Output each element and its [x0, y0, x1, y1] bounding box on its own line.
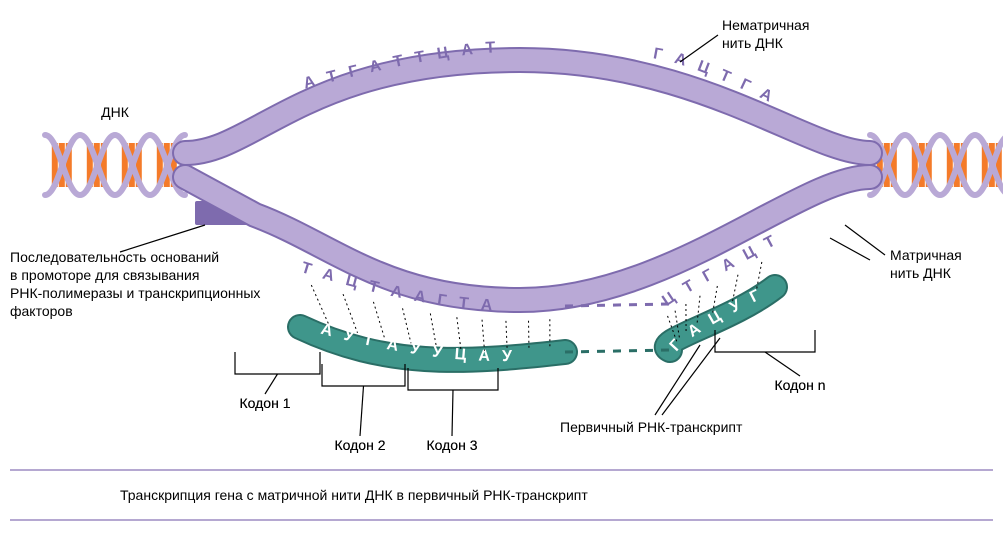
leader-line [845, 225, 885, 255]
svg-text:РНК-полимеразы и транскрипцион: РНК-полимеразы и транскрипционных [10, 285, 260, 301]
figure-caption: Транскрипция гена с матричной нити ДНК в… [120, 487, 588, 503]
svg-text:Кодон 2: Кодон 2 [335, 437, 386, 453]
dna-label: ДНК [101, 104, 130, 120]
svg-text:в промоторе для связывания: в промоторе для связывания [10, 267, 199, 283]
svg-text:Кодон 3: Кодон 3 [427, 437, 478, 453]
svg-text:Матричная: Матричная [890, 247, 962, 263]
svg-text:нить ДНК: нить ДНК [722, 35, 784, 51]
svg-text:нить ДНК: нить ДНК [890, 265, 952, 281]
svg-text:Нематричная: Нематричная [722, 17, 809, 33]
svg-text:Кодон 1: Кодон 1 [240, 395, 291, 411]
svg-text:Кодон n: Кодон n [775, 377, 826, 393]
svg-text:Первичный РНК-транскрипт: Первичный РНК-транскрипт [560, 419, 743, 435]
svg-text:факторов: факторов [10, 303, 73, 319]
leader-line [120, 225, 205, 252]
codon-bracket [715, 330, 815, 352]
codon-bracket [235, 352, 320, 374]
svg-text:Последовательность оснований: Последовательность оснований [10, 249, 219, 265]
